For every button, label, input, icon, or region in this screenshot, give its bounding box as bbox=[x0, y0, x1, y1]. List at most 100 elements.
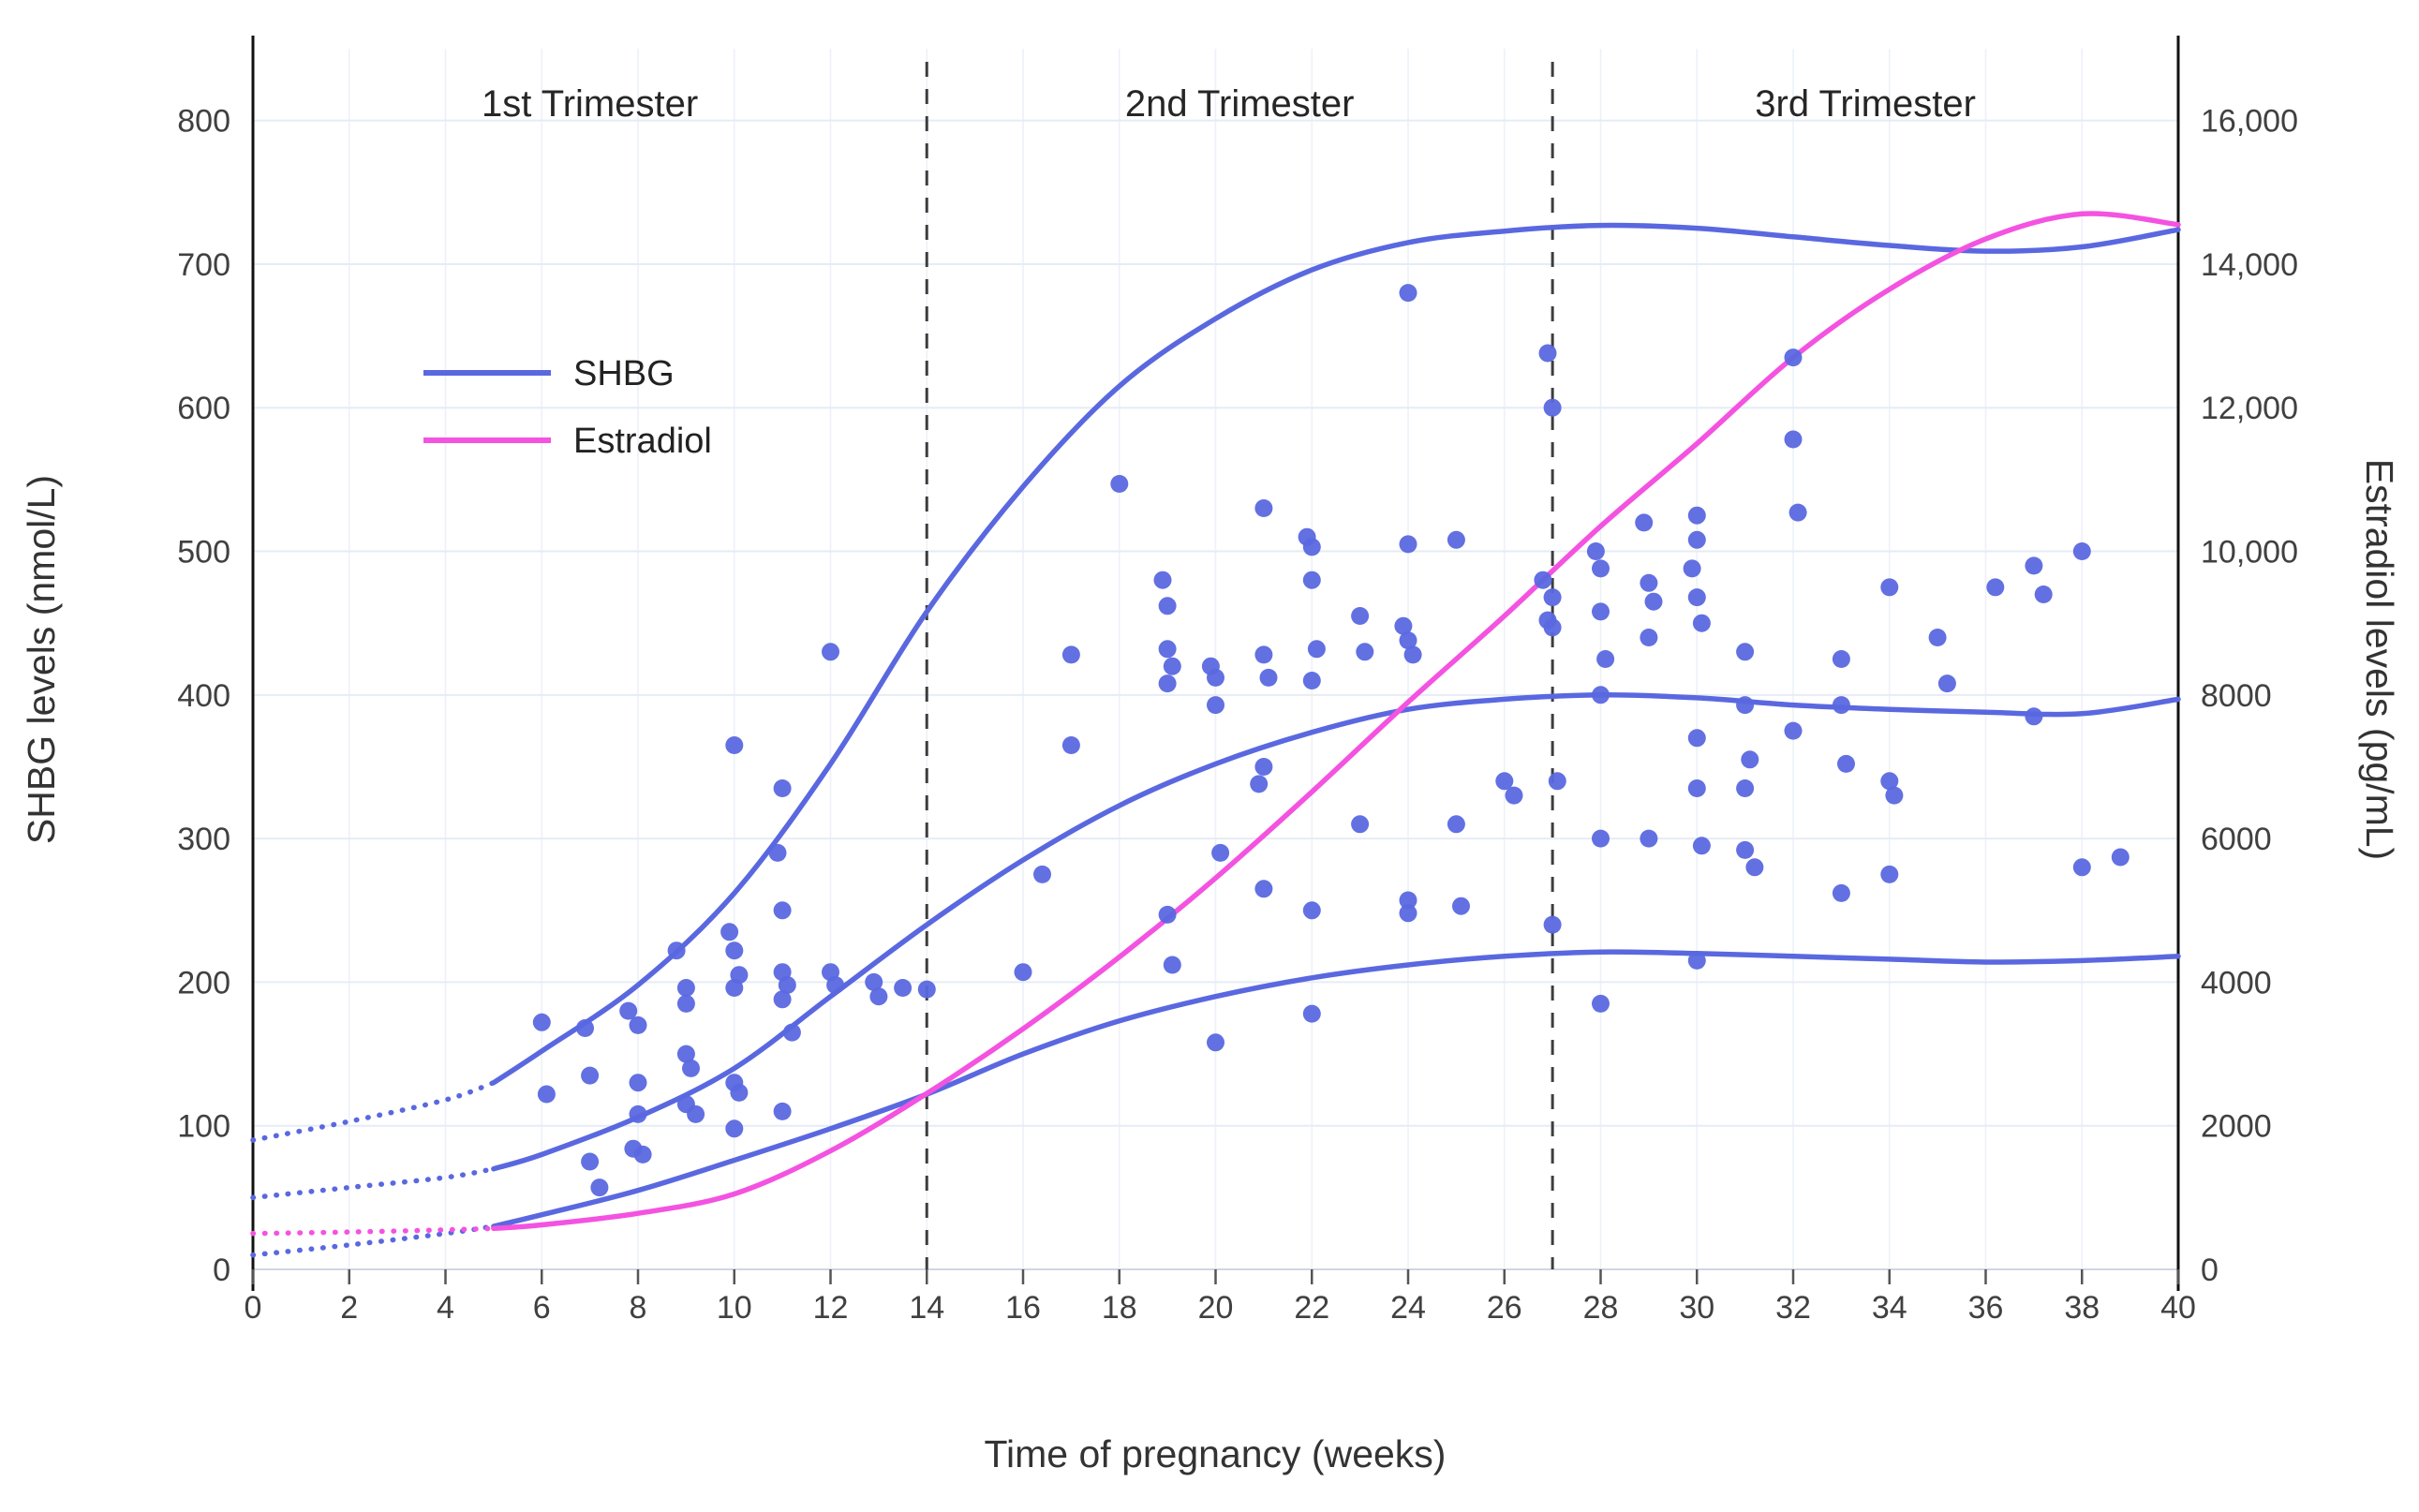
data-point bbox=[590, 1178, 609, 1197]
data-point bbox=[1534, 571, 1552, 589]
data-point bbox=[1687, 779, 1706, 797]
data-point bbox=[773, 1102, 792, 1120]
data-point bbox=[778, 976, 796, 994]
x-tick-label: 2 bbox=[340, 1290, 358, 1326]
y-left-tick-label: 0 bbox=[213, 1253, 230, 1288]
x-tick-label: 36 bbox=[1968, 1290, 2004, 1326]
legend: SHBG Estradiol bbox=[423, 354, 712, 461]
data-point bbox=[2025, 556, 2043, 575]
y-right-tick-label: 0 bbox=[2201, 1253, 2219, 1288]
x-tick-label: 26 bbox=[1487, 1290, 1522, 1326]
data-point bbox=[1302, 571, 1321, 589]
legend-label-estradiol: Estradiol bbox=[573, 422, 712, 461]
data-point bbox=[1211, 843, 1230, 862]
y-left-tick-label: 500 bbox=[177, 535, 230, 571]
data-point bbox=[2072, 542, 2091, 560]
data-point bbox=[1543, 398, 1562, 417]
x-tick-label: 28 bbox=[1583, 1290, 1619, 1326]
data-point bbox=[1207, 696, 1224, 715]
y-left-tick-label: 200 bbox=[177, 965, 230, 1001]
x-tick-label: 8 bbox=[630, 1290, 647, 1326]
data-point bbox=[1254, 758, 1273, 776]
data-point bbox=[773, 901, 792, 920]
data-point bbox=[619, 1001, 638, 1020]
data-point bbox=[1399, 631, 1417, 650]
data-point bbox=[1687, 506, 1706, 525]
data-point bbox=[1592, 559, 1610, 578]
trimester-3-label: 3rd Trimester bbox=[1755, 83, 1976, 125]
data-point bbox=[676, 979, 695, 997]
data-point bbox=[1741, 750, 1759, 769]
y-left-tick-label: 600 bbox=[177, 391, 230, 426]
SHBG-lower-band-curve bbox=[491, 949, 2181, 1229]
data-point bbox=[1832, 650, 1850, 668]
SHBG-lower-band-dotted-curve bbox=[250, 1223, 497, 1258]
data-point bbox=[1837, 754, 1855, 773]
data-point bbox=[826, 976, 845, 994]
data-point bbox=[1158, 905, 1177, 924]
y-right-tick-label: 12,000 bbox=[2201, 391, 2298, 426]
data-point bbox=[1302, 538, 1321, 556]
data-point bbox=[1784, 430, 1803, 449]
x-axis-title: Time of pregnancy (weeks) bbox=[985, 1432, 1447, 1475]
data-point bbox=[1061, 736, 1080, 754]
data-point bbox=[1937, 674, 1956, 693]
data-point bbox=[1928, 629, 1947, 646]
data-point bbox=[1505, 786, 1523, 805]
data-point bbox=[1254, 880, 1273, 898]
data-point bbox=[1153, 571, 1172, 589]
data-point bbox=[725, 979, 744, 997]
axes bbox=[251, 36, 2180, 1291]
x-tick-label: 14 bbox=[909, 1290, 944, 1326]
data-point bbox=[1692, 614, 1711, 632]
x-tick-label: 12 bbox=[813, 1290, 849, 1326]
data-point bbox=[1784, 348, 1803, 367]
data-point bbox=[1399, 535, 1417, 554]
data-point bbox=[676, 1045, 695, 1063]
data-point bbox=[865, 972, 883, 991]
data-point bbox=[581, 1152, 600, 1171]
trimester-dividers bbox=[925, 62, 1554, 1269]
data-point bbox=[2034, 586, 2053, 603]
data-point bbox=[1302, 901, 1321, 920]
data-point bbox=[1986, 578, 2005, 597]
data-point bbox=[633, 1145, 652, 1164]
data-point bbox=[1548, 772, 1566, 791]
legend-label-shbg: SHBG bbox=[573, 354, 675, 393]
x-tick-label: 16 bbox=[1005, 1290, 1041, 1326]
left-axis-title: SHBG levels (nmol/L) bbox=[20, 475, 63, 844]
data-point bbox=[1543, 618, 1562, 637]
data-point bbox=[1399, 284, 1417, 303]
data-point bbox=[1538, 344, 1557, 363]
data-point bbox=[1592, 829, 1610, 848]
curves bbox=[250, 211, 2181, 1258]
x-tick-label: 34 bbox=[1872, 1290, 1907, 1326]
data-point bbox=[676, 994, 695, 1013]
SHBG-upper-band-dotted-curve bbox=[250, 1079, 497, 1143]
data-point bbox=[1635, 513, 1654, 532]
trimester-2-label: 2nd Trimester bbox=[1125, 83, 1355, 125]
data-point bbox=[1158, 640, 1177, 659]
data-point bbox=[1356, 643, 1374, 661]
data-point bbox=[1592, 994, 1610, 1013]
right-axis-title: Estradiol levels (pg/mL) bbox=[2358, 459, 2401, 860]
data-point bbox=[1259, 668, 1278, 687]
data-point bbox=[1543, 915, 1562, 934]
data-point bbox=[1592, 602, 1610, 621]
data-point bbox=[1880, 578, 1899, 597]
data-point bbox=[2111, 848, 2130, 867]
data-point bbox=[1745, 858, 1764, 877]
data-point bbox=[1832, 696, 1850, 715]
data-point bbox=[1033, 865, 1051, 883]
y-right-tick-label: 6000 bbox=[2201, 822, 2272, 857]
data-point bbox=[917, 980, 936, 999]
tick-labels: 0 2 4 6 8 10 12 14 16 18 20 22 24 26 28 30 32 34 36 38 40010… bbox=[177, 104, 2298, 1326]
data-point bbox=[1163, 956, 1181, 974]
SHBG-median-curve bbox=[491, 692, 2181, 1172]
y-left-tick-label: 700 bbox=[177, 247, 230, 283]
data-point bbox=[1163, 657, 1181, 675]
data-point bbox=[1687, 530, 1706, 549]
x-tick-label: 40 bbox=[2160, 1290, 2196, 1326]
x-tick-label: 22 bbox=[1294, 1290, 1329, 1326]
